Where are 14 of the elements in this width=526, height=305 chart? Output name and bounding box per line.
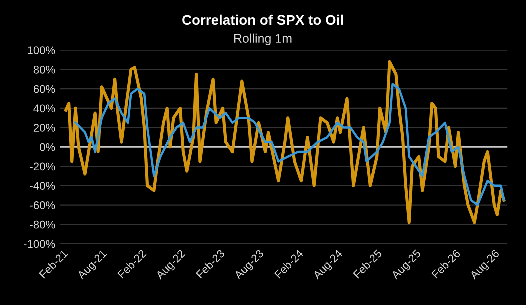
y-tick-label: 60% bbox=[34, 85, 56, 94]
y-tick-label: 0% bbox=[40, 143, 56, 152]
chart-title: Correlation of SPX to Oil bbox=[182, 14, 344, 26]
y-tick-label: 80% bbox=[34, 66, 56, 74]
y-tick-label: 40% bbox=[34, 104, 56, 113]
y-tick-label: 100% bbox=[28, 46, 56, 54]
y-tick-label: -80% bbox=[30, 220, 56, 229]
y-tick-label: -40% bbox=[30, 182, 56, 190]
y-tick-label: -60% bbox=[30, 202, 56, 210]
y-tick-label: -20% bbox=[30, 162, 56, 171]
chart-subtitle: Rolling 1m bbox=[234, 34, 292, 46]
line-series bbox=[74, 83, 506, 206]
y-tick-label: -100% bbox=[24, 240, 56, 248]
y-tick-label: 20% bbox=[34, 124, 56, 132]
